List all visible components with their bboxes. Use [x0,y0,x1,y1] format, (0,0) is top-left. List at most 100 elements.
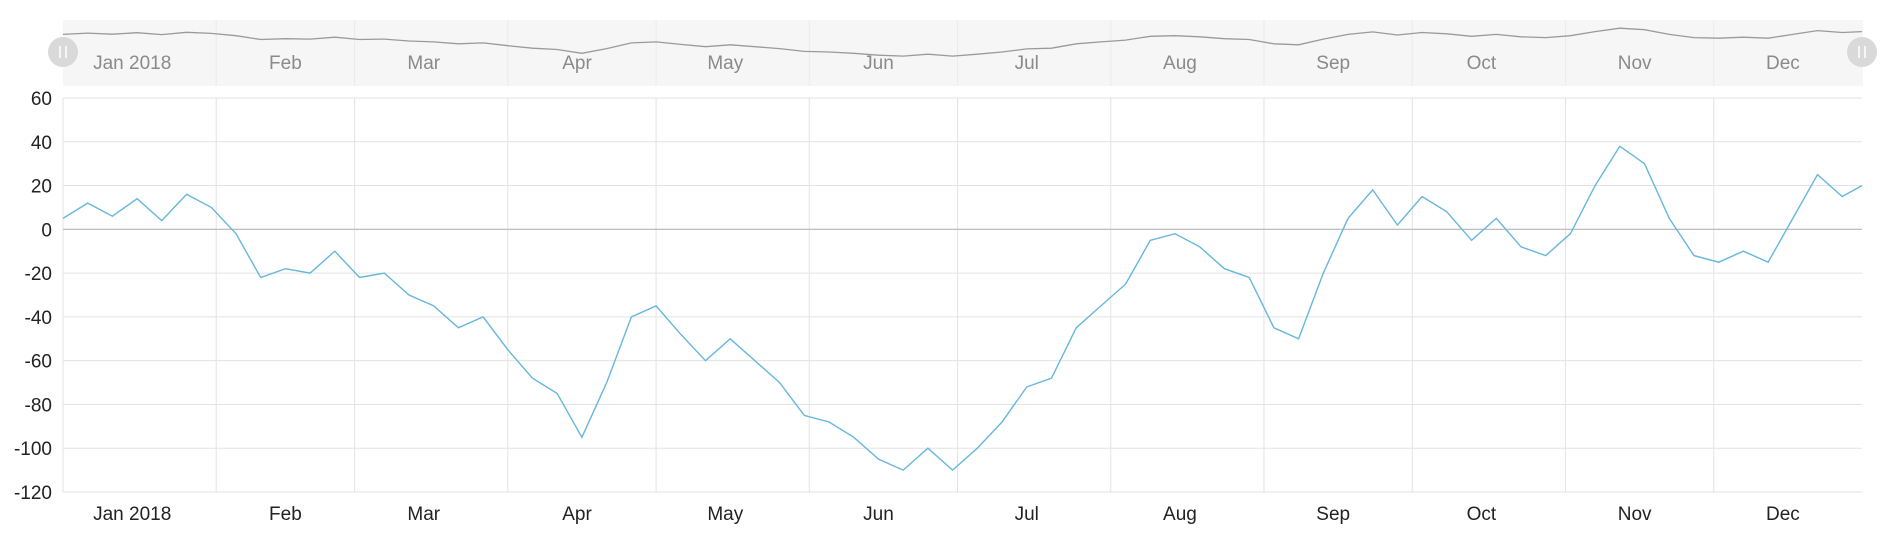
series-point [950,467,956,473]
x-tick-label: Feb [269,504,302,525]
x-tick-label: Jul [1015,504,1039,525]
series-point [703,358,709,364]
series-point [1098,303,1104,309]
series-point [1839,194,1845,200]
series-point [85,200,91,206]
series-point [332,248,338,254]
series-point [1123,281,1129,287]
series-point [727,336,733,342]
series-point [381,270,387,276]
series-point [1197,244,1203,250]
series-point [1394,222,1400,228]
series-point [1765,259,1771,265]
x-axis-tick-labels: Jan 2018 Feb Mar Apr May Jun Jul Aug Sep Oct Nov De… [93,504,1800,525]
y-tick-label: 0 [41,220,52,241]
navigator-right-handle-circle[interactable] [1847,37,1877,67]
series-point [208,204,214,210]
x-tick-label: Mar [407,504,440,525]
navigator-tick-label: Sep [1316,53,1350,74]
horizontal-gridlines [62,97,1862,493]
y-tick-label: -100 [14,439,52,460]
navigator-series-line [62,27,1863,57]
series-point [554,391,560,397]
vertical-gridlines [215,98,1715,492]
y-tick-label: -60 [25,352,52,373]
series-point [357,274,363,280]
x-tick-label: Sep [1316,504,1350,525]
series-point [1221,266,1227,272]
series-point [1147,237,1153,243]
series-point [1296,336,1302,342]
series-point [826,419,832,425]
navigator-tick-label: Mar [407,53,440,74]
series-point [1419,194,1425,200]
navigator-tick-label: May [707,53,743,74]
series-point [925,445,931,451]
plot-area[interactable] [60,97,1865,493]
x-tick-label: Jun [863,504,894,525]
series-point [1642,161,1648,167]
series-point [604,380,610,386]
series-point [1716,259,1722,265]
series-point [455,325,461,331]
y-tick-label: -120 [14,483,52,504]
series-point [1815,172,1821,178]
series-point [480,314,486,320]
y-tick-label: -20 [25,264,52,285]
x-tick-label: May [707,504,743,525]
series-point [1543,253,1549,259]
x-tick-label: Jan 2018 [93,504,171,525]
navigator-left-handle[interactable] [48,37,78,67]
series-points [60,143,1865,473]
series-point [530,375,536,381]
navigator-background[interactable] [63,20,1863,86]
navigator[interactable]: Jan 2018 Feb Mar Apr May Jun Jul Aug Sep Oct Nov De… [48,20,1877,86]
series-point [431,303,437,309]
navigator-tick-label: Jun [863,53,894,74]
series-point [282,266,288,272]
series-line[interactable] [62,145,1863,472]
series-point [1666,215,1672,221]
series-point [505,347,511,353]
series-point [1691,253,1697,259]
y-tick-label: -40 [25,308,52,329]
series-point [752,358,758,364]
series-point [851,434,857,440]
y-tick-label: 20 [31,177,52,198]
navigator-tick-label: Feb [269,53,302,74]
series-point [628,314,634,320]
series-point [134,196,140,202]
series-point [1271,325,1277,331]
x-tick-label: Oct [1467,504,1497,525]
series-point [1320,270,1326,276]
series-point [974,445,980,451]
navigator-right-handle[interactable] [1847,37,1877,67]
series-point [406,292,412,298]
x-tick-label: Aug [1163,504,1197,525]
series-point [875,456,881,462]
series-point [1024,384,1030,390]
y-tick-label: -80 [25,395,52,416]
x-tick-label: Apr [562,504,592,525]
series-point [1859,183,1865,189]
x-tick-label: Dec [1766,504,1800,525]
series-point [109,213,115,219]
series-point [184,191,190,197]
series-point [1246,274,1252,280]
y-tick-label: 60 [31,89,52,110]
series-point [1518,244,1524,250]
series-point [1617,143,1623,149]
navigator-tick-label: Nov [1618,53,1652,74]
navigator-tick-labels: Jan 2018 Feb Mar Apr May Jun Jul Aug Sep Oct Nov De… [93,53,1800,74]
navigator-grid [215,20,1715,86]
series-point [653,303,659,309]
navigator-tick-label: Jul [1015,53,1039,74]
navigator-tick-label: Oct [1467,53,1497,74]
navigator-tick-label: Dec [1766,53,1800,74]
navigator-tick-label: Jan 2018 [93,53,171,74]
navigator-left-handle-circle[interactable] [48,37,78,67]
series-point [678,331,684,337]
series-point [1370,187,1376,193]
